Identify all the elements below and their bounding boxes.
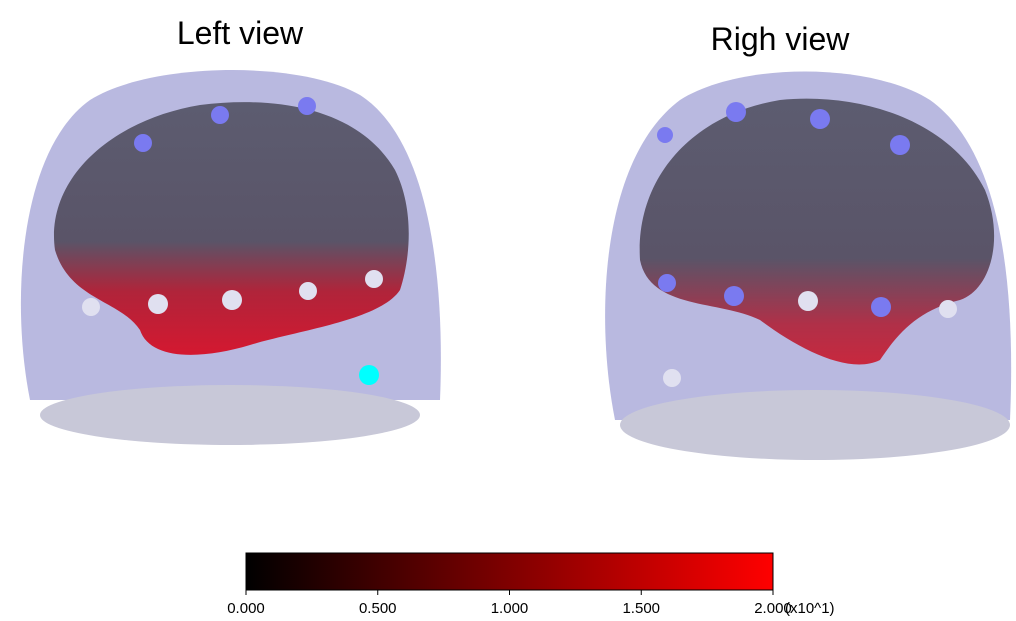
tick-label: 1.000 bbox=[491, 600, 529, 617]
colorbar bbox=[245, 552, 774, 591]
left-head bbox=[20, 70, 441, 445]
right-head bbox=[605, 71, 1012, 460]
unit-label: (x10^1) bbox=[785, 600, 835, 617]
tick-label: 0.000 bbox=[227, 600, 265, 617]
tick-label: 1.500 bbox=[622, 600, 660, 617]
panel-title: Righ view bbox=[711, 21, 851, 57]
tick-label: 0.500 bbox=[359, 600, 397, 617]
panel-title: Left view bbox=[177, 15, 304, 51]
tick-label: 2.000 bbox=[754, 600, 792, 617]
